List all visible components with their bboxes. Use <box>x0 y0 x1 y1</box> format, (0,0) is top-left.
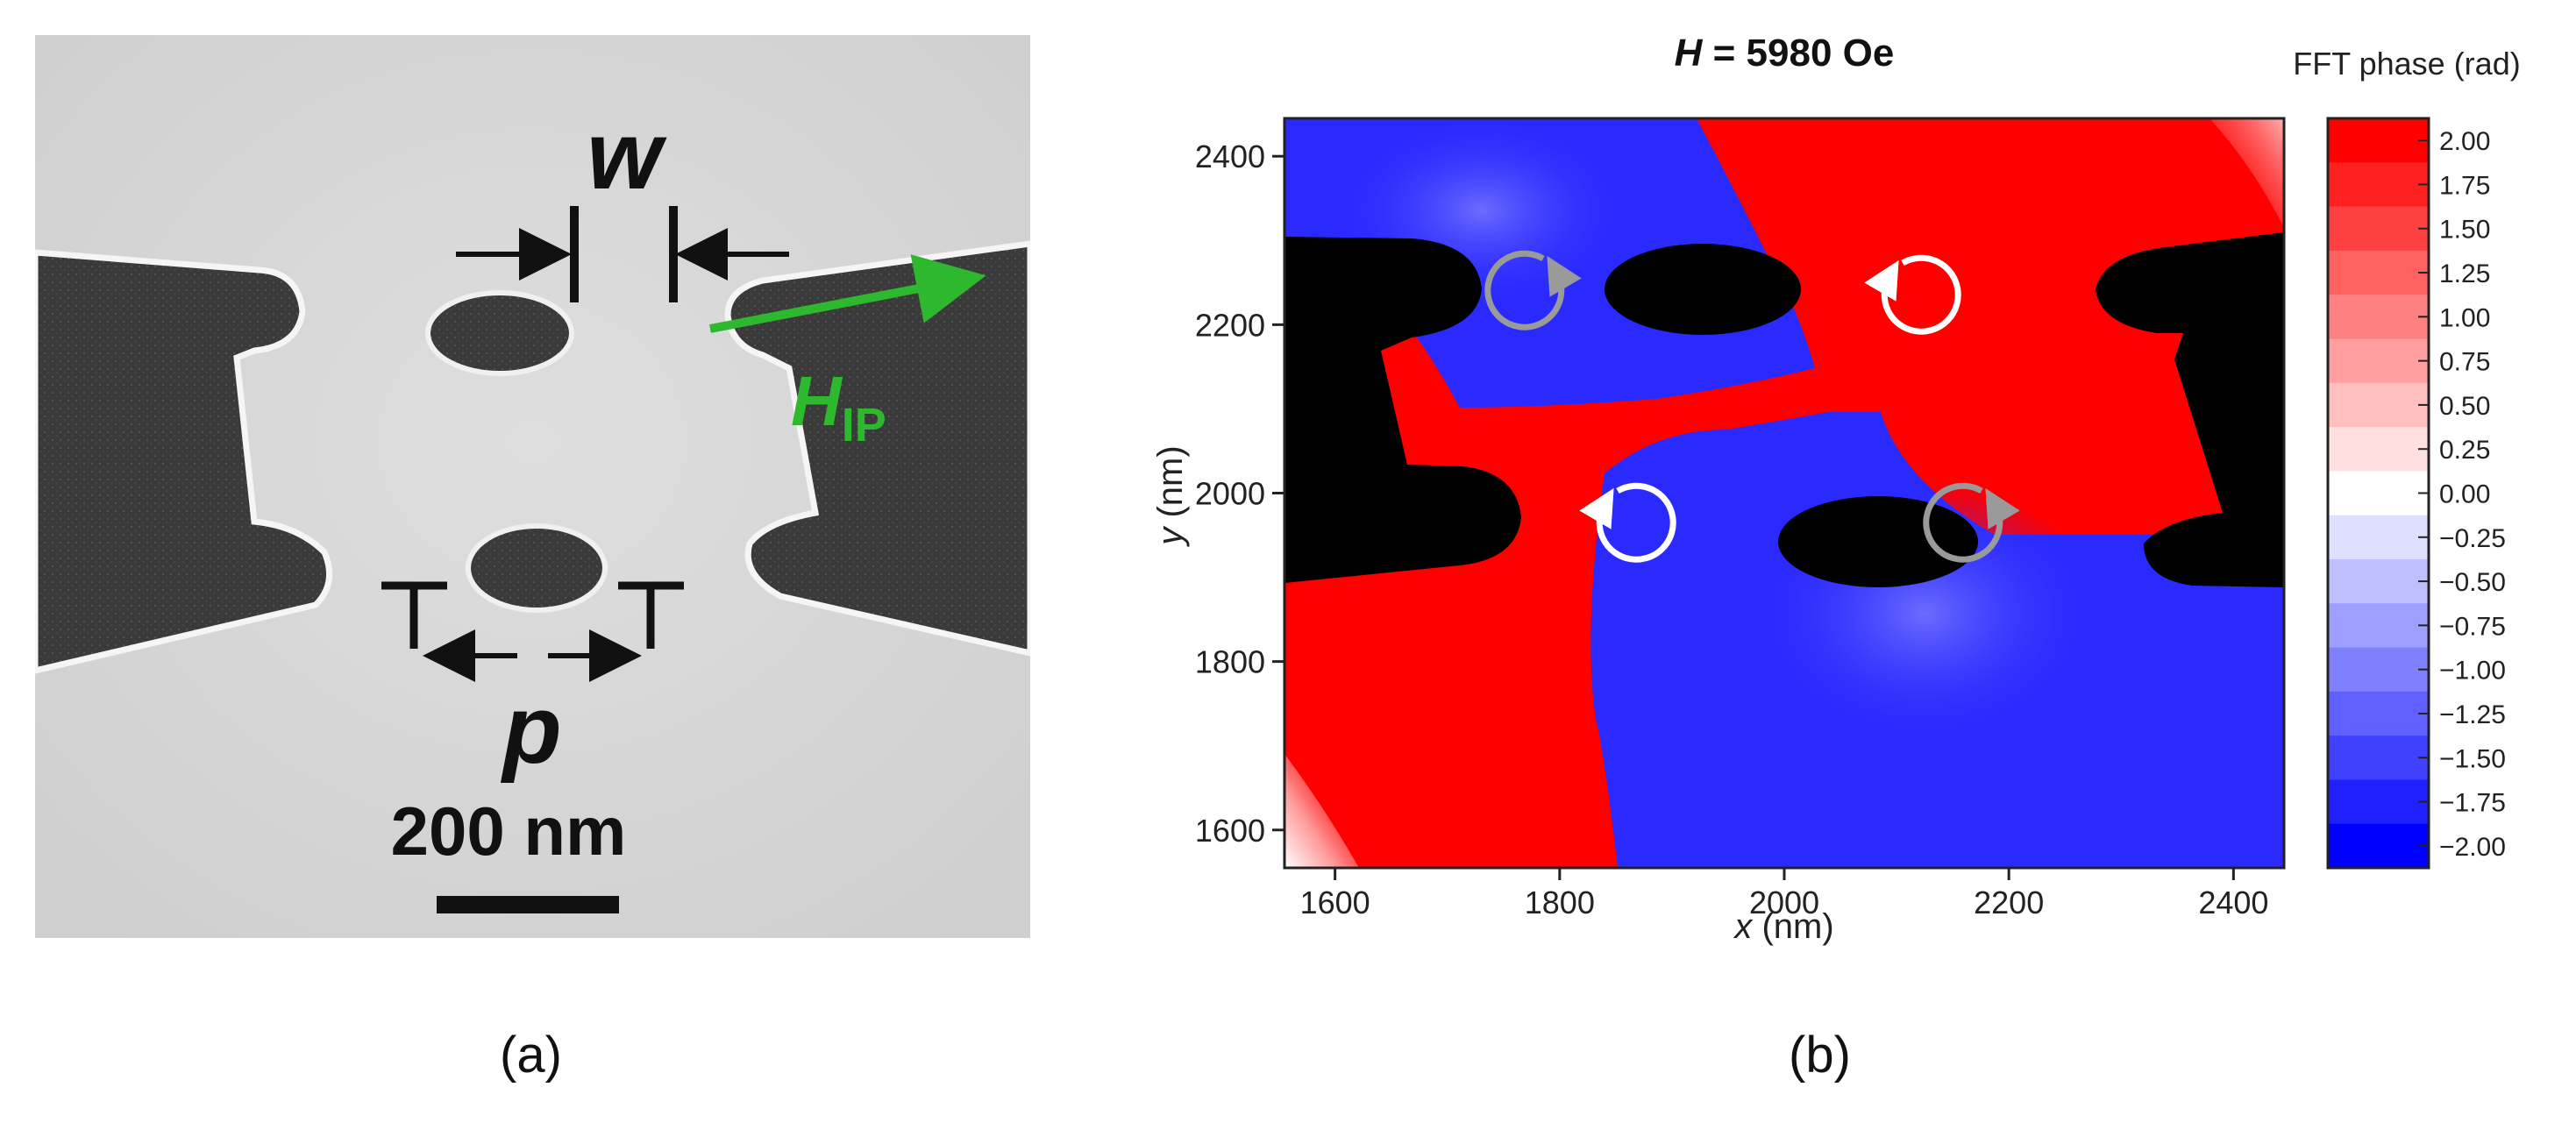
phase-corner-bottom-left <box>1284 754 1359 868</box>
right-electrode <box>724 239 1034 657</box>
label-w: w <box>587 102 667 210</box>
left-electrode <box>32 249 333 675</box>
plot-title: H = 5980 Oe <box>1675 32 1895 75</box>
colorbar-swatch <box>2328 558 2429 604</box>
phase-map-plot-area <box>1284 118 2284 868</box>
colorbar-swatch <box>2328 338 2429 384</box>
colorbar-swatch <box>2328 250 2429 295</box>
x-tick-label: 2200 <box>1974 885 2044 920</box>
colorbar-swatch <box>2328 647 2429 693</box>
colorbar-tick-label: −0.75 <box>2439 612 2506 641</box>
y-tick-label: 1800 <box>1195 644 1265 680</box>
colorbar-tick-label: −1.50 <box>2439 744 2506 773</box>
colorbar-swatch <box>2328 823 2429 869</box>
phase-corner-top-right <box>2210 118 2284 228</box>
label-h-ip: HIP <box>791 362 886 451</box>
colorbar-tick-label: 0.50 <box>2439 392 2490 421</box>
caption-b: (b) <box>1789 1027 1851 1084</box>
colorbar-swatch <box>2328 162 2429 208</box>
label-p: p <box>500 676 561 784</box>
colorbar-swatch <box>2328 295 2429 339</box>
colorbar-tick-label: 1.00 <box>2439 303 2490 332</box>
colorbar: 2.00 1.75 1.50 1.25 1.00 0.75 0.50 0.25 0.00 −0.2… <box>2326 117 2506 870</box>
cw-arrow-upper-right-icon <box>1864 254 1961 335</box>
y-tick-label: 2000 <box>1195 476 1265 512</box>
colorbar-swatch <box>2328 691 2429 736</box>
colorbar-tick-label: −0.25 <box>2439 524 2506 553</box>
cw-arrow-lower-left-icon <box>1579 482 1676 563</box>
sem-image: w HIP p 200 nm <box>32 35 1034 938</box>
phase-map-figure: H = 5980 Oe <box>1151 32 2521 946</box>
pitch-annotation: p <box>381 581 684 784</box>
colorbar-swatch <box>2328 471 2429 516</box>
phase-map-panel: H = 5980 Oe <box>1131 18 2551 982</box>
caption-a: (a) <box>500 1027 562 1084</box>
colorbar-tick-label: 1.50 <box>2439 216 2490 245</box>
y-tick-label: 1600 <box>1195 813 1265 849</box>
scale-bar-label: 200 nm <box>391 792 627 870</box>
x-tick-label: 2000 <box>1749 885 1819 920</box>
structure-mask <box>1284 232 2284 587</box>
field-direction-annotation: HIP <box>709 254 986 451</box>
y-tick-label: 2200 <box>1195 307 1265 343</box>
structure-right-electrode <box>2096 232 2284 587</box>
colorbar-tick-label: −2.00 <box>2439 833 2506 862</box>
colorbar-tick-label: 0.00 <box>2439 480 2490 509</box>
colorbar-tick-label: −1.00 <box>2439 657 2506 686</box>
scale-bar: 200 nm <box>391 792 627 913</box>
x-axis: 1600 1800 2000 2200 2400 <box>1300 868 2268 920</box>
colorbar-swatch <box>2328 603 2429 649</box>
colorbar-tick-label: 0.25 <box>2439 436 2490 465</box>
structure-upper-dot <box>1605 244 1801 335</box>
colorbar-tick-label: 0.75 <box>2439 348 2490 377</box>
colorbar-tick-label: 1.75 <box>2439 171 2490 200</box>
colorbar-swatch <box>2328 735 2429 780</box>
y-tick-label: 2400 <box>1195 139 1265 174</box>
colorbar-swatch <box>2328 382 2429 428</box>
colorbar-swatch <box>2328 427 2429 472</box>
x-tick-label: 1800 <box>1525 885 1595 920</box>
x-tick-label: 2400 <box>2198 885 2268 920</box>
structure-left-electrode <box>1284 237 1521 583</box>
scale-bar-line <box>437 896 619 913</box>
colorbar-swatch <box>2328 118 2429 163</box>
circulation-arrows <box>1484 250 2020 563</box>
colorbar-tick-label: −1.25 <box>2439 700 2506 729</box>
colorbar-tick-label: 1.25 <box>2439 259 2490 288</box>
lower-nanodot <box>466 523 608 613</box>
colorbar-title: FFT phase (rad) <box>2293 46 2520 82</box>
x-tick-label: 1600 <box>1300 885 1370 920</box>
y-axis: 1600 1800 2000 2200 2400 <box>1195 139 1284 849</box>
ccw-arrow-upper-left-icon <box>1484 250 1582 330</box>
colorbar-tick-label: −0.50 <box>2439 568 2506 597</box>
colorbar-swatch <box>2328 206 2429 252</box>
colorbar-tick-label: 2.00 <box>2439 127 2490 156</box>
x-axis-title: x (nm) <box>1733 907 1833 946</box>
colorbar-swatch <box>2328 515 2429 560</box>
sem-image-panel: w HIP p 200 nm <box>32 35 1034 938</box>
upper-nanodot <box>425 290 574 376</box>
ccw-arrow-lower-right-icon <box>1923 482 2020 563</box>
colorbar-tick-label: −1.75 <box>2439 789 2506 818</box>
structure-lower-dot <box>1778 496 1978 587</box>
colorbar-swatch <box>2328 779 2429 825</box>
width-annotation: w <box>456 102 789 302</box>
y-axis-title: y (nm) <box>1151 445 1190 547</box>
